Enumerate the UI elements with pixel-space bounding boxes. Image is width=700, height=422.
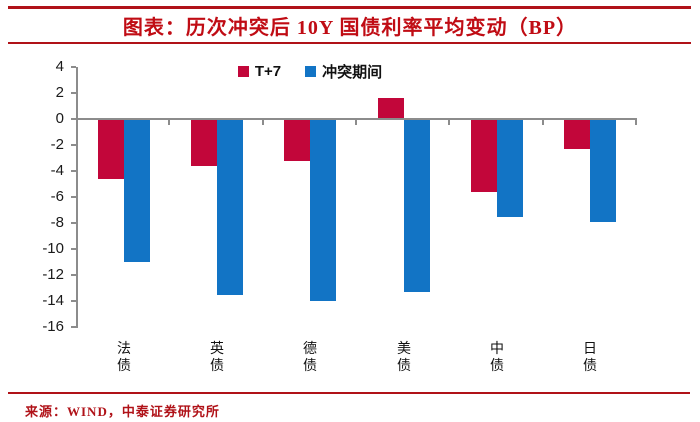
x-axis-tick (262, 120, 264, 125)
y-axis-tick (71, 274, 76, 276)
y-axis-tick (71, 92, 76, 94)
x-axis-tick (448, 120, 450, 125)
y-axis-tick (71, 196, 76, 198)
bar-conflict-2 (217, 120, 243, 295)
y-axis-tick (71, 222, 76, 224)
y-axis-tick-label: -8 (50, 214, 64, 231)
legend-label-conflict-period: 冲突期间 (322, 64, 383, 81)
bar-t7-1 (98, 120, 124, 179)
legend-item-t7: T+7 (237, 62, 282, 80)
legend-swatch-blue-icon (305, 65, 317, 77)
legend-item-conflict-period: 冲突期间 (305, 61, 382, 82)
y-axis-tick-label: -6 (50, 188, 64, 205)
bar-conflict-4 (404, 120, 430, 292)
y-axis-tick-label: 0 (55, 110, 64, 127)
x-axis-tick (635, 120, 637, 125)
source-note: 来源：WIND，中泰证券研究所 (25, 404, 220, 419)
y-axis-tick-label: -14 (42, 292, 64, 309)
y-axis-tick-label: 2 (55, 84, 64, 101)
x-axis-baseline (76, 118, 637, 120)
legend-swatch-red-icon (237, 65, 249, 77)
chart-legend: T+7 冲突期间 (10, 61, 610, 82)
bar-conflict-1 (124, 120, 150, 262)
x-axis-tick (355, 120, 357, 125)
y-axis-tick (71, 170, 76, 172)
y-axis-tick (71, 144, 76, 146)
bottom-divider (8, 392, 690, 394)
y-axis-tick-label: -2 (50, 136, 64, 153)
bar-t7-2 (191, 120, 217, 166)
x-axis-label-5: 中债 (490, 342, 504, 374)
x-axis-label-4: 美债 (397, 342, 411, 374)
bar-conflict-5 (497, 120, 523, 217)
bar-t7-4 (378, 98, 404, 118)
y-axis-tick-label: 4 (55, 58, 64, 75)
bar-conflict-6 (590, 120, 616, 222)
bar-conflict-3 (310, 120, 336, 301)
y-axis-tick-label: -16 (42, 318, 64, 335)
y-axis-tick (71, 300, 76, 302)
y-axis-tick-label: -4 (50, 162, 64, 179)
y-axis-tick (71, 118, 76, 120)
x-axis-label-2: 英债 (210, 342, 224, 374)
y-axis-line (76, 67, 78, 328)
x-axis-tick (542, 120, 544, 125)
y-axis-tick (71, 248, 76, 250)
x-axis-label-3: 德债 (303, 342, 317, 374)
chart-title: 图表：历次冲突后 10Y 国债利率平均变动（BP） (122, 17, 578, 39)
title-underline-divider (8, 42, 691, 44)
top-divider (8, 6, 691, 9)
legend-label-t7: T+7 (254, 62, 282, 80)
bar-t7-5 (471, 120, 497, 192)
y-axis-tick (71, 326, 76, 328)
y-axis-tick (71, 66, 76, 68)
x-axis-label-1: 法债 (117, 342, 131, 374)
y-axis-tick-label: -12 (42, 266, 64, 283)
bar-t7-6 (564, 120, 590, 149)
y-axis-tick-label: -10 (42, 240, 64, 257)
x-axis-tick (168, 120, 170, 125)
x-axis-label-6: 日债 (583, 342, 597, 374)
bar-t7-3 (284, 120, 310, 161)
